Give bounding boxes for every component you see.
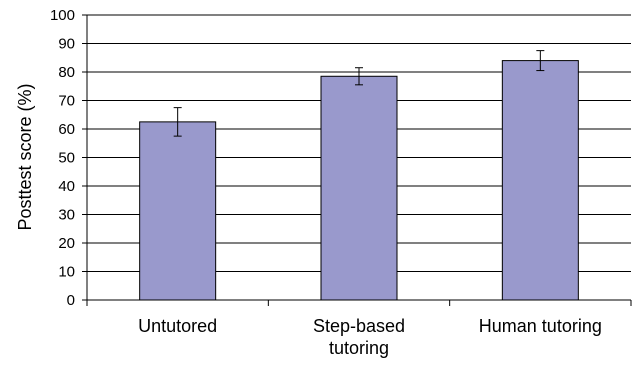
y-axis-title: Posttest score (%) [15, 83, 35, 230]
x-category-label: tutoring [329, 338, 389, 358]
y-tick-label: 100 [50, 7, 75, 24]
y-tick-label: 60 [58, 121, 75, 138]
bar [139, 121, 217, 301]
bars [139, 60, 579, 301]
y-tick-label: 0 [67, 292, 75, 309]
y-tick-label: 30 [58, 207, 75, 224]
axes [82, 14, 632, 306]
y-tick-label: 70 [58, 93, 75, 110]
y-tick-label: 80 [58, 64, 75, 81]
error-bars [173, 50, 545, 137]
x-category-label: Human tutoring [479, 316, 602, 336]
y-tick-label: 90 [58, 36, 75, 53]
y-tick-label: 10 [58, 264, 75, 281]
y-tick-label: 40 [58, 178, 75, 195]
x-category-label: Untutored [138, 316, 217, 336]
y-tick-label: 20 [58, 235, 75, 252]
y-tick-label: 50 [58, 150, 75, 167]
bar [501, 60, 579, 301]
x-category-label: Step-based [313, 316, 405, 336]
y-tick-labels: 0 10 20 30 40 50 60 70 80 90 100 [50, 7, 75, 309]
bar [320, 75, 398, 301]
